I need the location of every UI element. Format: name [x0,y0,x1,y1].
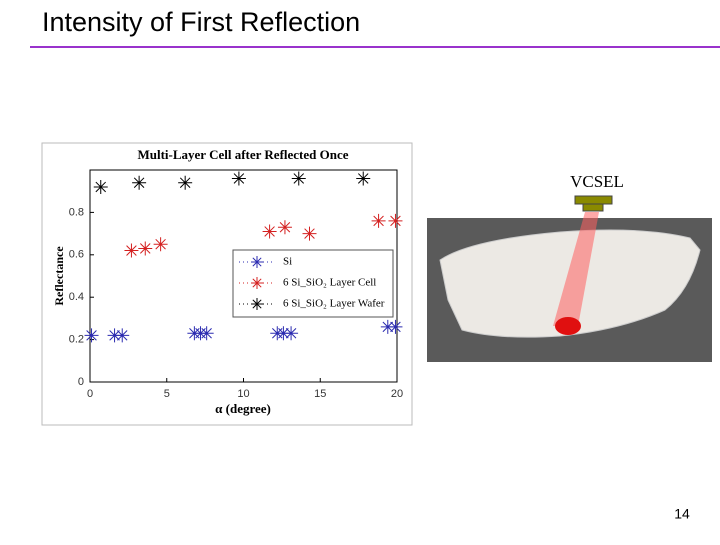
data-point [276,326,291,341]
data-point [277,220,292,235]
data-point [380,319,395,334]
x-tick-label: 20 [391,388,403,400]
page-number: 14 [674,506,690,522]
data-point [107,328,122,343]
x-tick-label: 10 [237,388,249,400]
x-tick-label: 0 [87,388,93,400]
data-point [124,243,139,258]
y-tick-label: 0.4 [69,291,84,303]
data-point [138,241,153,256]
data-point [132,175,147,190]
legend-marker [251,256,263,268]
chart-title: Multi-Layer Cell after Reflected Once [137,147,348,162]
data-point [178,175,193,190]
photo [427,212,712,362]
data-point [371,213,386,228]
slide-title: Intensity of First Reflection [42,7,360,37]
vcsel-device [574,195,613,205]
y-tick-label: 0 [78,376,84,388]
data-point [93,179,108,194]
photo-label: VCSEL [570,172,624,191]
x-tick-label: 5 [164,388,170,400]
y-tick-label: 0.6 [69,249,84,261]
data-point [231,171,246,186]
y-tick-label: 0.8 [69,206,84,218]
data-point [291,171,306,186]
data-point [262,224,277,239]
legend-label: 6 Si_SiO₂ Layer Wafer [283,298,385,310]
y-tick-label: 0.2 [69,334,84,346]
data-point [115,328,130,343]
legend-label: Si [283,256,292,268]
data-point [84,328,99,343]
data-point [199,326,214,341]
data-point [153,237,168,252]
x-axis-label: α (degree) [215,401,271,416]
data-point [388,213,403,228]
legend-marker [251,298,263,310]
data-point [388,319,403,334]
vcsel-device [582,203,604,212]
data-point [356,171,371,186]
legend-label: 6 Si_SiO₂ Layer Cell [283,277,376,289]
data-point [302,226,317,241]
data-point [284,326,299,341]
legend-marker [251,277,263,289]
x-tick-label: 15 [314,388,326,400]
y-axis-label: Reflectance [52,246,66,306]
